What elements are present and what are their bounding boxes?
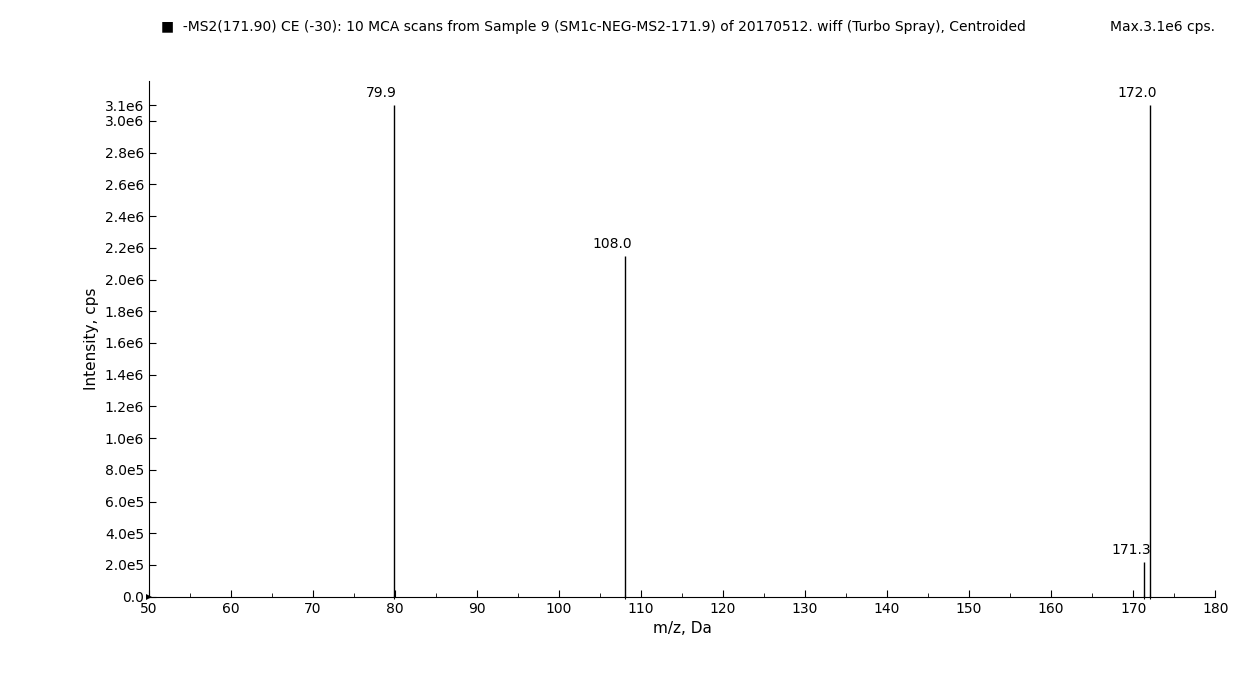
Text: 79.9: 79.9 <box>366 86 397 100</box>
X-axis label: m/z, Da: m/z, Da <box>652 621 712 636</box>
Text: 171.3: 171.3 <box>1112 543 1152 557</box>
Text: Max.3.1e6 cps.: Max.3.1e6 cps. <box>1110 20 1215 35</box>
Text: ■  -MS2(171.90) CE (-30): 10 MCA scans from Sample 9 (SM1c-NEG-MS2-171.9) of 201: ■ -MS2(171.90) CE (-30): 10 MCA scans fr… <box>161 20 1025 35</box>
Text: 108.0: 108.0 <box>593 237 632 251</box>
Y-axis label: Intensity, cps: Intensity, cps <box>84 287 99 391</box>
Text: 172.0: 172.0 <box>1117 86 1157 100</box>
